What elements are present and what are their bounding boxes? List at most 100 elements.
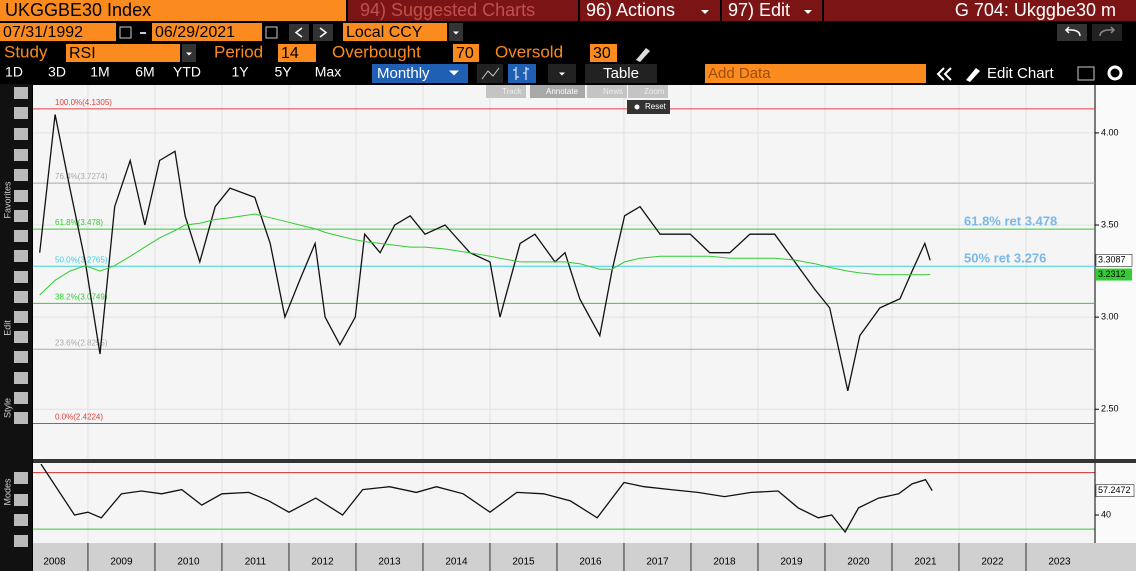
edit-chart-icon xyxy=(966,68,980,82)
range-button[interactable]: 5Y xyxy=(274,64,292,80)
redo-icon xyxy=(1099,26,1116,37)
tool-icon[interactable] xyxy=(14,190,28,202)
tool-icon[interactable] xyxy=(14,149,28,161)
retracement-label: 23.6%(2.8255) xyxy=(55,338,108,347)
tool-icon[interactable] xyxy=(14,291,28,303)
overlay-button[interactable] xyxy=(628,85,668,98)
pen-icon[interactable] xyxy=(636,48,650,62)
x-tick-label: 2016 xyxy=(579,557,602,568)
sidebar-section: Favorites xyxy=(2,181,12,219)
bar-icon-box[interactable] xyxy=(508,64,536,83)
reset[interactable]: Reset xyxy=(645,102,667,111)
range-button[interactable]: Max xyxy=(315,64,341,80)
tool-icon[interactable] xyxy=(14,210,28,222)
overlay-button[interactable] xyxy=(530,85,585,98)
calendar-icon[interactable] xyxy=(119,26,132,39)
suggested-charts[interactable]: 94) Suggested Charts xyxy=(360,0,535,20)
calendar-icon[interactable] xyxy=(265,26,278,39)
y-tick-label: 4.00 xyxy=(1101,127,1119,137)
tool-icon[interactable] xyxy=(14,351,28,363)
period[interactable]: 14 xyxy=(281,45,299,62)
range-button[interactable]: 6M xyxy=(135,64,154,80)
study-box[interactable] xyxy=(66,44,180,62)
start-date[interactable]: 07/31/1992 xyxy=(3,24,83,41)
redo-button[interactable] xyxy=(1092,24,1122,41)
tool-icon[interactable] xyxy=(14,230,28,242)
style-icon[interactable] xyxy=(1077,66,1095,81)
next-arrow xyxy=(319,27,328,38)
tool-icon[interactable] xyxy=(14,87,28,99)
tool-icon[interactable] xyxy=(14,535,28,547)
price-line xyxy=(39,114,931,391)
range-button[interactable]: 1Y xyxy=(231,64,249,80)
reset-dot xyxy=(634,104,640,110)
tool-icon[interactable] xyxy=(14,250,28,262)
tool-icon[interactable] xyxy=(14,412,28,424)
last-value: 3.3087 xyxy=(1098,255,1126,265)
overbought-label: Overbought xyxy=(332,42,421,61)
actions-menu[interactable]: 96) Actions xyxy=(586,0,675,20)
overlay-button[interactable] xyxy=(587,85,627,98)
oversold-box[interactable] xyxy=(590,44,617,62)
table[interactable]: Table xyxy=(603,65,639,82)
x-tick-label: 2015 xyxy=(512,557,535,568)
collapse-icon[interactable] xyxy=(936,67,952,81)
x-tick-label: 2022 xyxy=(981,557,1004,568)
retracement-label: 76.4%(3.7274) xyxy=(55,172,108,181)
retracement-label: 38.2%(3.0749) xyxy=(55,292,108,301)
tool-icon[interactable] xyxy=(14,514,28,526)
oversold[interactable]: 30 xyxy=(593,45,611,62)
range-button[interactable]: 1M xyxy=(90,64,109,80)
drop-arrow xyxy=(559,72,565,76)
tool-icon[interactable] xyxy=(14,169,28,181)
edit-chart[interactable]: Edit Chart xyxy=(987,65,1055,82)
drop-arrow xyxy=(453,31,459,35)
range-button[interactable]: 1D xyxy=(5,64,23,80)
tool-icon[interactable] xyxy=(14,311,28,323)
frequency[interactable]: Monthly xyxy=(377,65,430,82)
undo-button[interactable] xyxy=(1057,24,1087,41)
settings-icon[interactable] xyxy=(1107,65,1123,81)
add-data-box[interactable] xyxy=(705,64,926,83)
table-button[interactable] xyxy=(585,64,657,83)
edit-menu[interactable]: 97) Edit xyxy=(728,0,790,20)
currency[interactable]: Local CCY xyxy=(346,24,423,41)
reset-button[interactable] xyxy=(627,100,670,114)
oversold-label: Oversold xyxy=(495,42,563,61)
y-tick-label: 3.00 xyxy=(1101,312,1119,322)
overlay-button[interactable] xyxy=(486,85,526,98)
last-value-box xyxy=(1095,254,1133,267)
end-date[interactable]: 06/29/2021 xyxy=(155,24,235,41)
start-date-box[interactable] xyxy=(0,23,116,41)
period-box[interactable] xyxy=(278,44,316,62)
frequency-box[interactable] xyxy=(372,64,468,83)
currency-box[interactable] xyxy=(343,23,447,41)
tool-icon[interactable] xyxy=(14,271,28,283)
overlay-label[interactable]: News xyxy=(603,87,623,96)
range-button[interactable]: YTD xyxy=(173,64,201,80)
tool-icon[interactable] xyxy=(14,107,28,119)
next-button[interactable] xyxy=(313,24,333,41)
add-data[interactable]: Add Data xyxy=(708,65,771,82)
tool-icon[interactable] xyxy=(14,372,28,384)
study[interactable]: RSI xyxy=(69,45,96,62)
tool-icon[interactable] xyxy=(14,472,28,484)
tool-icon[interactable] xyxy=(14,392,28,404)
end-date-box[interactable] xyxy=(152,23,262,41)
tool-icon[interactable] xyxy=(14,494,28,506)
y-tick-label: 40 xyxy=(1101,509,1111,519)
overlay-label[interactable]: Zoom xyxy=(644,87,665,96)
dash xyxy=(140,32,146,34)
tool-icon[interactable] xyxy=(14,331,28,343)
overlay-label[interactable]: Track xyxy=(502,87,523,96)
tool-icon[interactable] xyxy=(14,128,28,140)
last-value: 3.2312 xyxy=(1098,269,1126,279)
prev-button[interactable] xyxy=(289,24,309,41)
y-tick-label: 3.50 xyxy=(1101,219,1119,229)
x-tick-label: 2008 xyxy=(43,557,66,568)
overlay-label[interactable]: Annotate xyxy=(546,87,579,96)
range-button[interactable]: 3D xyxy=(48,64,66,80)
overbought-box[interactable] xyxy=(453,44,479,62)
overbought[interactable]: 70 xyxy=(456,45,474,62)
x-tick-label: 2021 xyxy=(914,557,937,568)
